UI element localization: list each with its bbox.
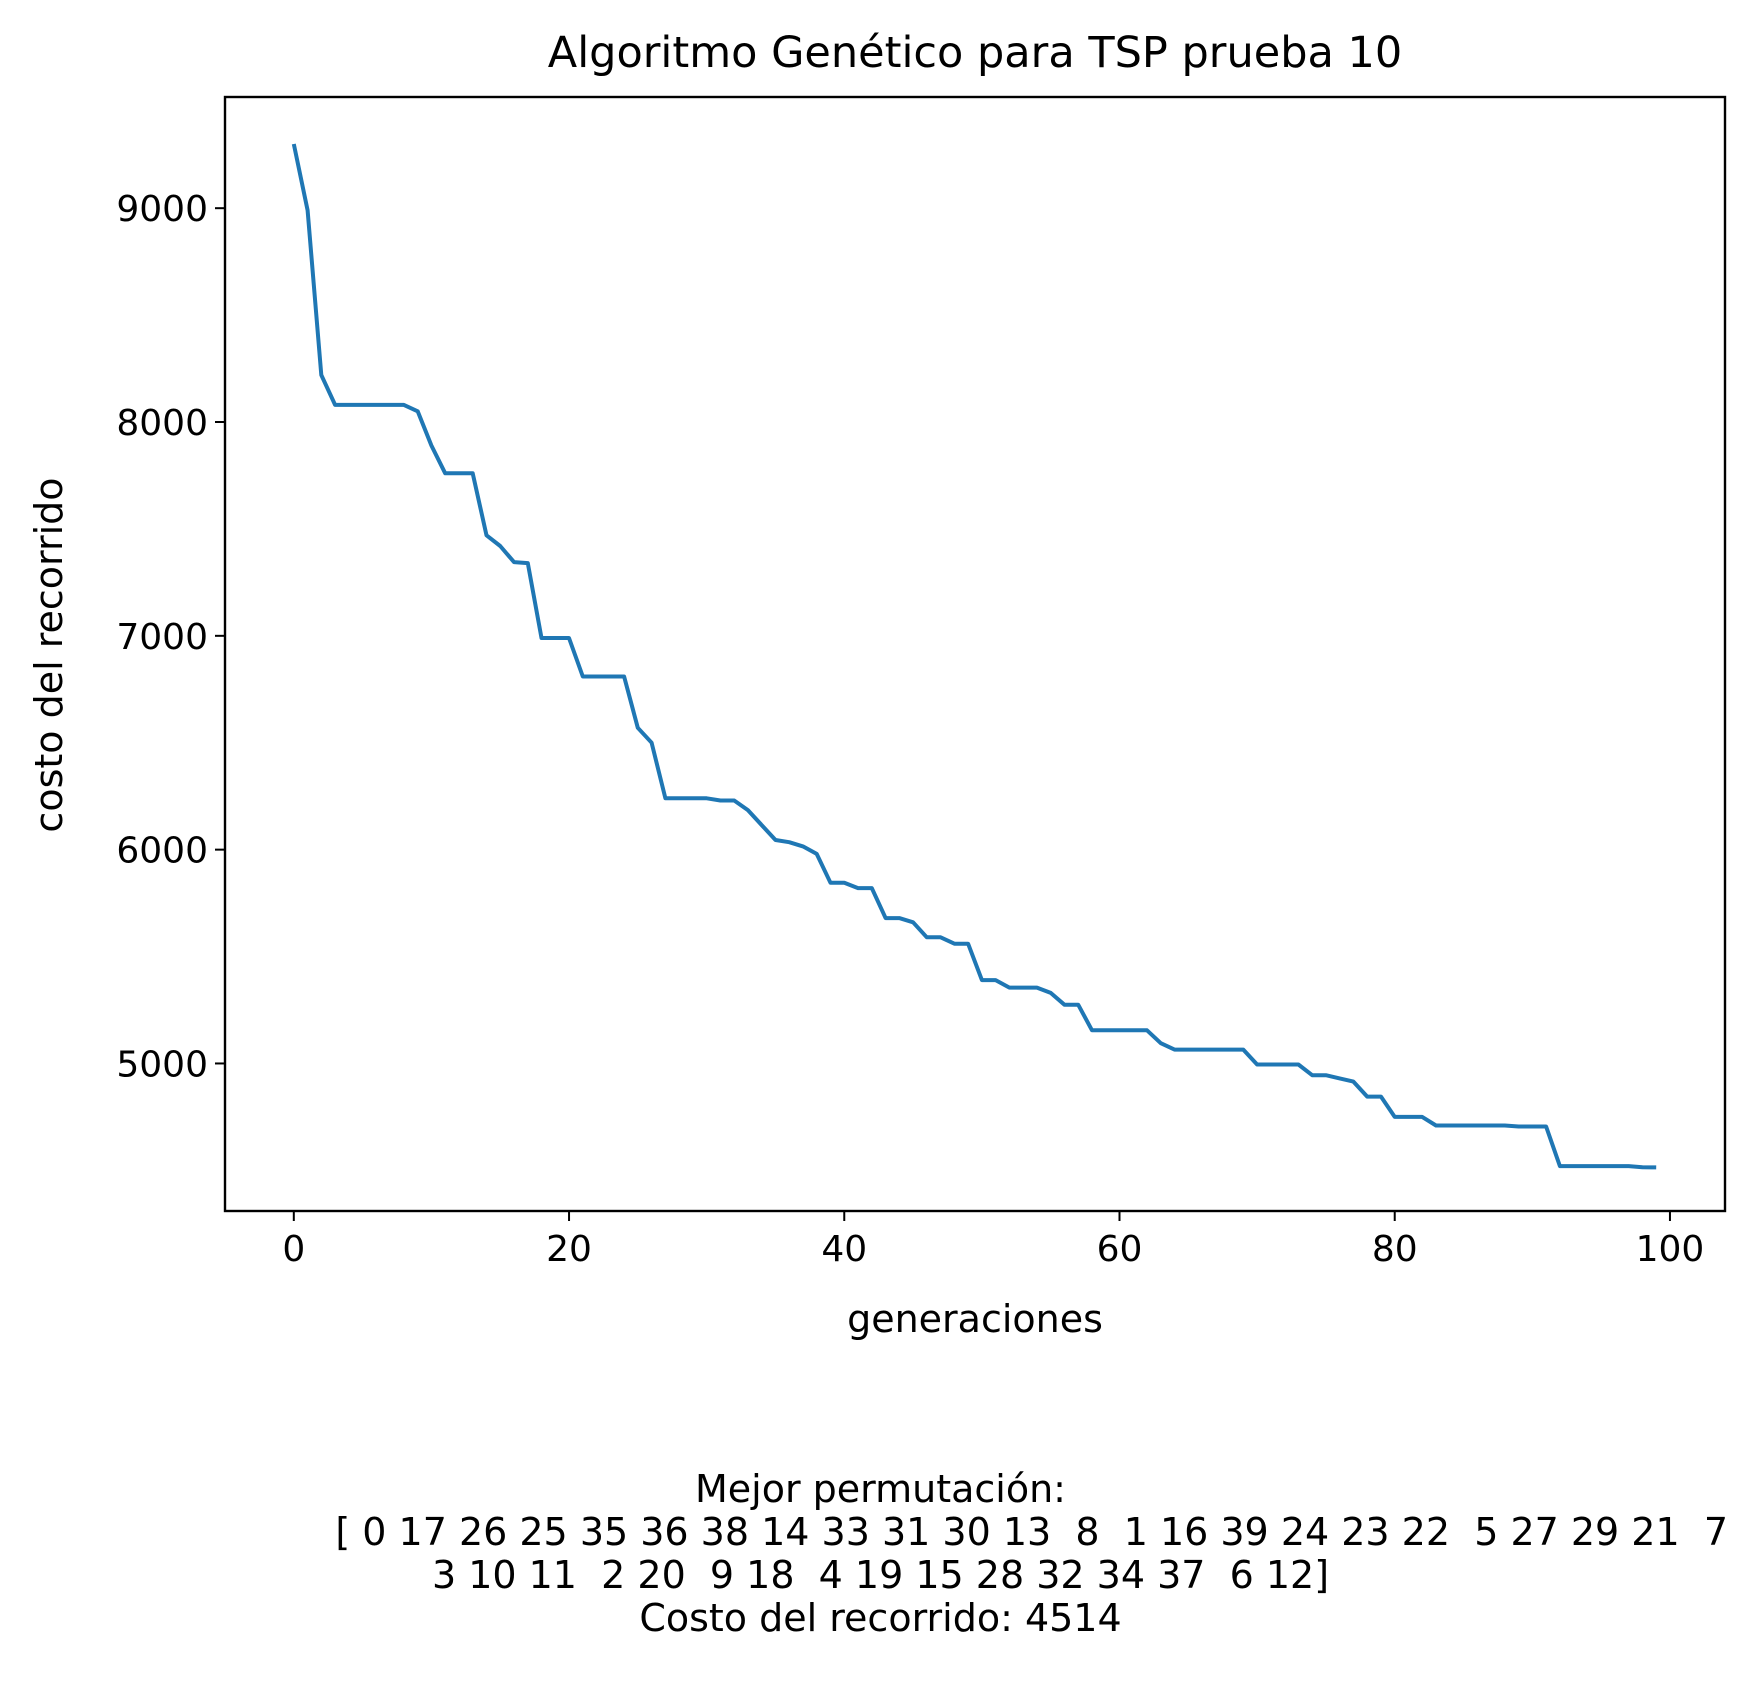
caption-permutation-line-2: 3 10 11 2 20 9 18 4 19 15 28 32 34 37 6 … [431, 1553, 1330, 1597]
y-tick-label: 8000 [116, 403, 208, 444]
y-axis-label: costo del recorrido [27, 477, 71, 832]
chart-title: Algoritmo Genético para TSP prueba 10 [548, 28, 1402, 78]
caption-cost: Costo del recorrido: 4514 [639, 1596, 1122, 1640]
x-tick-label: 60 [1097, 1229, 1143, 1270]
y-tick-label: 5000 [116, 1044, 208, 1085]
x-tick-label: 0 [282, 1229, 305, 1270]
x-axis: 0 20 40 60 80 100 [282, 1211, 1704, 1270]
caption-permutation-line-1: [ 0 17 26 25 35 36 38 14 33 31 30 13 8 1… [335, 1510, 1728, 1554]
x-tick-label: 20 [546, 1229, 592, 1270]
series-line-group [291, 143, 1657, 1170]
y-tick-label: 6000 [116, 831, 208, 872]
x-tick-label: 100 [1636, 1229, 1705, 1270]
x-tick-label: 80 [1372, 1229, 1418, 1270]
series-line [291, 143, 1657, 1170]
y-axis: 5000 6000 7000 8000 9000 [116, 189, 225, 1085]
caption-heading: Mejor permutación: [694, 1467, 1066, 1511]
y-tick-label: 7000 [116, 617, 208, 658]
x-tick-label: 40 [821, 1229, 867, 1270]
plot-frame [223, 95, 1727, 1213]
x-axis-label: generaciones [847, 1297, 1103, 1341]
y-tick-label: 9000 [116, 189, 208, 230]
